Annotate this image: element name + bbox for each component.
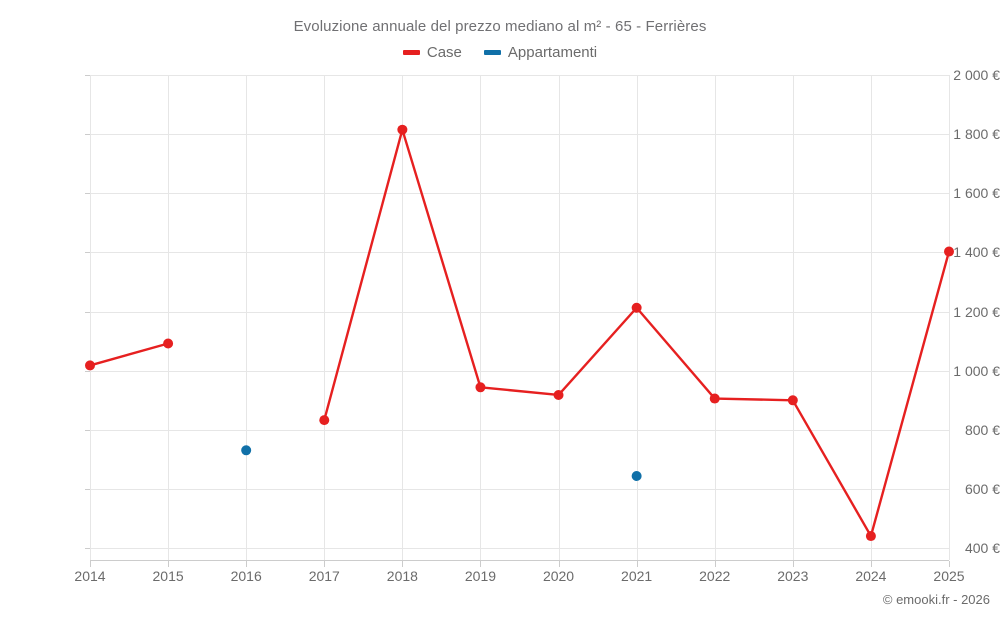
y-axis-tick-label: 1 800 € <box>953 126 1000 143</box>
gridline-vertical <box>636 75 638 560</box>
x-axis-tick-mark <box>792 561 794 567</box>
plot-area <box>90 75 950 560</box>
data-point-marker[interactable] <box>163 338 174 349</box>
data-point-marker[interactable] <box>85 360 95 371</box>
x-axis-tick-mark <box>480 561 482 567</box>
x-axis-tick-mark <box>402 561 404 567</box>
y-axis-tick-label: 1 000 € <box>953 362 1000 379</box>
y-axis-tick-label: 1 200 € <box>953 303 1000 320</box>
legend-label-appartamenti: Appartamenti <box>507 44 598 61</box>
data-point-marker[interactable] <box>787 395 798 406</box>
gridline-horizontal <box>90 252 949 254</box>
series-line-segment <box>557 306 638 397</box>
legend-swatch-case <box>402 50 420 55</box>
legend-item-appartamenti[interactable]: Appartamenti <box>483 44 598 61</box>
series-line-segment <box>791 399 873 538</box>
x-axis-tick-mark <box>714 561 716 567</box>
x-axis-tick-label: 2015 <box>152 568 184 584</box>
gridline-horizontal <box>90 193 949 195</box>
x-axis-tick-label: 2019 <box>464 568 497 584</box>
series-line-segment <box>635 306 716 400</box>
gridline-vertical <box>90 75 91 560</box>
x-axis-tick-mark <box>168 561 170 567</box>
legend-item-case[interactable]: Case <box>402 44 462 61</box>
series-line-segment <box>88 342 170 367</box>
data-point-marker[interactable] <box>241 445 252 456</box>
gridline-vertical <box>792 75 794 560</box>
x-axis-tick-label: 2025 <box>933 568 965 584</box>
data-point-marker[interactable] <box>631 302 642 313</box>
x-axis-tick-label: 2020 <box>542 568 575 584</box>
data-point-marker[interactable] <box>397 124 408 135</box>
x-axis-tick-label: 2021 <box>621 568 653 584</box>
x-axis-tick-mark <box>324 561 326 567</box>
y-axis-tick-mark <box>85 75 90 76</box>
series-line-segment <box>713 397 795 402</box>
gridline-horizontal <box>90 134 949 136</box>
y-axis-tick-label: 400 € <box>964 540 1000 557</box>
y-axis-tick-label: 600 € <box>964 481 1000 498</box>
y-axis-tick-mark <box>85 193 90 195</box>
y-axis-tick-mark <box>85 489 90 491</box>
y-axis-tick-mark <box>85 252 90 254</box>
gridline-horizontal <box>90 75 949 76</box>
gridline-vertical <box>870 75 872 560</box>
gridline-vertical <box>714 75 716 560</box>
chart-legend: Case Appartamenti <box>0 44 1000 61</box>
gridline-vertical <box>480 75 482 560</box>
credit-label: © emooki.fr - 2026 <box>882 592 990 607</box>
series-line-segment <box>869 250 951 538</box>
data-point-marker[interactable] <box>319 415 330 426</box>
x-axis-tick-mark <box>949 561 950 567</box>
legend-swatch-appartamenti <box>483 50 501 55</box>
y-axis-tick-label: 800 € <box>964 421 1000 438</box>
gridline-horizontal <box>90 489 949 491</box>
y-axis-tick-label: 2 000 € <box>953 67 1000 83</box>
x-axis-line <box>90 560 949 561</box>
gridline-horizontal <box>90 429 949 431</box>
data-point-marker[interactable] <box>709 393 720 404</box>
chart-title: Evoluzione annuale del prezzo mediano al… <box>293 18 707 35</box>
x-axis-tick-mark <box>870 561 872 567</box>
data-point-marker[interactable] <box>865 531 876 542</box>
x-axis-tick-label: 2014 <box>74 568 106 584</box>
series-line-segment <box>479 386 560 397</box>
y-axis-tick-label: 1 600 € <box>953 185 1000 202</box>
y-axis-tick-mark <box>85 370 90 372</box>
data-point-marker[interactable] <box>631 471 642 482</box>
x-axis-tick-label: 2018 <box>386 568 418 584</box>
gridline-horizontal <box>90 548 949 550</box>
y-axis-tick-mark <box>85 311 90 313</box>
legend-label-case: Case <box>426 44 462 61</box>
series-line-segment <box>401 128 482 389</box>
x-axis-tick-label: 2016 <box>230 568 262 584</box>
gridline-horizontal <box>90 370 949 372</box>
x-axis-tick-mark <box>636 561 638 567</box>
gridline-horizontal <box>90 311 949 313</box>
x-axis-tick-mark <box>558 561 560 567</box>
x-axis-tick-mark <box>90 561 91 567</box>
gridline-vertical <box>324 75 326 560</box>
gridline-vertical <box>949 75 950 560</box>
data-point-marker[interactable] <box>553 389 564 400</box>
x-axis-tick-mark <box>246 561 248 567</box>
series-line-segment <box>323 128 404 422</box>
x-axis-tick-label: 2022 <box>699 568 731 584</box>
data-point-marker[interactable] <box>475 382 486 393</box>
y-axis-tick-mark <box>85 134 90 136</box>
gridline-vertical <box>168 75 170 560</box>
x-axis-tick-label: 2023 <box>777 568 809 584</box>
x-axis-tick-label: 2024 <box>855 568 887 584</box>
x-axis-tick-label: 2017 <box>308 568 340 584</box>
y-axis-tick-mark <box>85 429 90 431</box>
y-axis-tick-mark <box>85 548 90 550</box>
y-axis-tick-label: 1 400 € <box>953 244 1000 261</box>
data-point-marker[interactable] <box>944 246 954 257</box>
gridline-vertical <box>558 75 560 560</box>
gridline-vertical <box>402 75 404 560</box>
gridline-vertical <box>246 75 248 560</box>
